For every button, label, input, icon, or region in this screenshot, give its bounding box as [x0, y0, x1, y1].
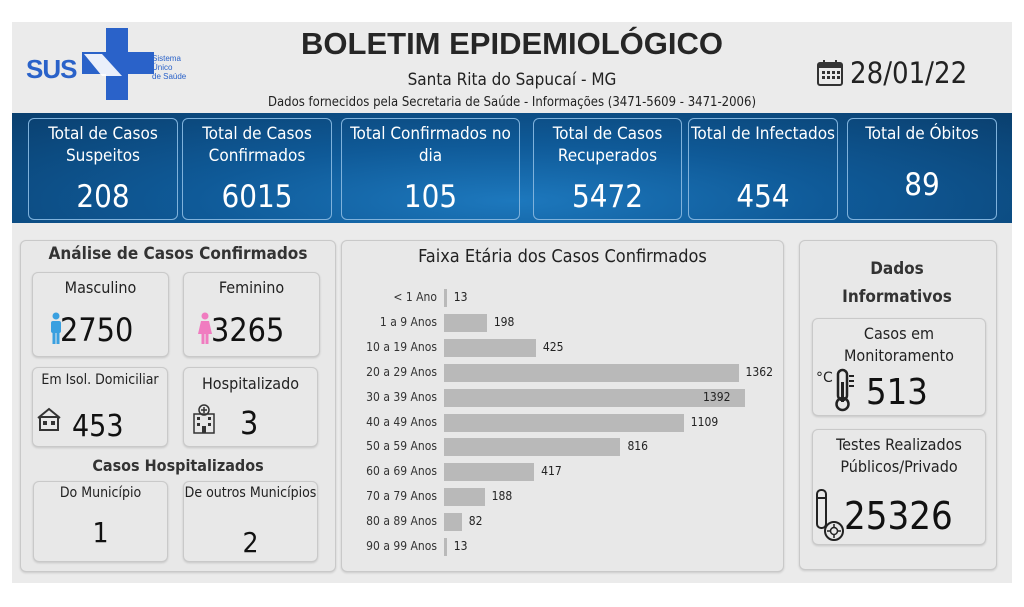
card-deaths: Total de Óbitos 89: [847, 118, 997, 220]
page-title: BOLETIM EPIDEMIOLÓGICO: [301, 26, 723, 61]
male-value: 2750: [60, 311, 134, 349]
card-value: 89: [904, 167, 940, 203]
bar-value: 82: [468, 514, 483, 529]
card-label: Total Confirmados no dia: [350, 124, 511, 166]
card-confirmed: Total de Casos Confirmados 6015: [182, 118, 332, 220]
female-value: 3265: [211, 311, 285, 349]
bar: [444, 538, 447, 556]
house-icon: [37, 407, 61, 431]
bulletin-date: 28/01/22: [816, 56, 967, 90]
bar: [444, 513, 462, 532]
bar-value: 1392: [703, 389, 731, 404]
bar: [444, 413, 684, 432]
tests-value: 25326: [844, 494, 953, 538]
test-tube-virus-icon: [816, 489, 844, 541]
female-icon: [198, 312, 212, 344]
card-suspected: Total de Casos Suspeitos 208: [28, 118, 178, 220]
bar: [444, 488, 485, 507]
sus-logo: SUS: [26, 54, 77, 84]
bar-label: 10 a 19 Anos: [366, 339, 437, 354]
bar-value: 13: [453, 539, 468, 553]
data-source: Dados fornecidos pela Secretaria de Saúd…: [267, 95, 757, 110]
male-label: Masculino: [64, 278, 137, 297]
card-value: 454: [736, 179, 790, 215]
bar: [444, 388, 745, 407]
hospitalized-label: Hospitalizado: [201, 374, 300, 393]
bar-label: 40 a 49 Anos: [366, 414, 437, 429]
other-hospitalized-card: [183, 481, 318, 562]
bar-value: 816: [627, 439, 649, 454]
card-recovered: Total de Casos Recuperados 5472: [533, 118, 682, 220]
hospitalized-value: 3: [240, 404, 259, 442]
bar: [444, 363, 739, 382]
chart-title: Faixa Etária dos Casos Confirmados: [418, 246, 707, 267]
svg-text:°C: °C: [816, 370, 833, 386]
local-hospitalized-value: 1: [92, 516, 109, 549]
other-hospitalized-label: De outros Municípios: [184, 485, 317, 501]
totals-band: [12, 113, 1012, 223]
card-label: Total de Casos Recuperados: [552, 124, 663, 166]
card-value: 105: [403, 179, 458, 215]
tests-label: Testes Realizados Públicos/Privado: [836, 435, 962, 476]
other-hospitalized-value: 2: [242, 526, 259, 559]
hospitalized-title: Casos Hospitalizados: [92, 456, 264, 475]
bar-value: 198: [493, 314, 515, 329]
card-value: 5472: [572, 179, 643, 215]
sus-logo-subtext: Sistema Único de Saúde: [152, 54, 187, 81]
bar: [444, 313, 487, 332]
bar-label: 70 a 79 Anos: [366, 489, 437, 504]
female-label: Feminino: [218, 278, 285, 297]
home-isolation-label: Em Isol. Domiciliar: [41, 372, 159, 388]
home-isolation-card: [32, 367, 168, 447]
card-label: Total de Casos Suspeitos: [48, 124, 158, 166]
analysis-title: Análise de Casos Confirmados: [48, 244, 308, 264]
calendar-icon: [817, 60, 843, 86]
card-value: 6015: [221, 179, 293, 215]
city: Santa Rita do Sapucaí - MG: [407, 70, 617, 90]
local-hospitalized-card: [33, 481, 168, 562]
bar: [444, 338, 536, 357]
bar-label: 50 a 59 Anos: [366, 439, 437, 454]
info-title: Dados Informativos: [842, 259, 952, 307]
date-text: 28/01/22: [850, 56, 968, 90]
card-label: Total de Infectados: [690, 124, 836, 144]
bar: [444, 463, 535, 482]
home-isolation-value: 453: [72, 409, 124, 444]
bar-value: 425: [542, 339, 564, 354]
bar-value: 188: [491, 489, 513, 504]
card-infected: Total de Infectados 454: [688, 118, 838, 220]
bar-label: 20 a 29 Anos: [366, 364, 437, 379]
bar: [444, 289, 447, 307]
bar-value: 417: [541, 464, 562, 479]
card-value: 208: [76, 179, 130, 215]
sus-cross-logo: [82, 28, 154, 100]
bar-value: 1109: [690, 414, 719, 429]
hospital-icon: [193, 404, 215, 434]
bar-label: 60 a 69 Anos: [366, 464, 437, 479]
bar-value: 13: [453, 290, 468, 304]
card-label: Total de Óbitos: [865, 124, 979, 144]
bar-label: 1 a 9 Anos: [379, 314, 437, 329]
monitoring-label: Casos em Monitoramento: [844, 324, 954, 365]
monitoring-value: 513: [866, 372, 928, 413]
local-hospitalized-label: Do Município: [59, 485, 142, 501]
card-label: Total de Casos Confirmados: [202, 124, 312, 166]
bar: [444, 438, 621, 457]
card-confirmed-today: Total Confirmados no dia 105: [341, 118, 520, 220]
male-icon: [51, 312, 61, 344]
thermometer-icon: °C: [816, 368, 854, 412]
bar-value: 1362: [745, 364, 773, 379]
bar-label: 30 a 39 Anos: [366, 389, 437, 404]
bar-label: < 1 Ano: [393, 290, 437, 304]
bar-label: 80 a 89 Anos: [366, 514, 437, 529]
bar-label: 90 a 99 Anos: [366, 539, 437, 553]
